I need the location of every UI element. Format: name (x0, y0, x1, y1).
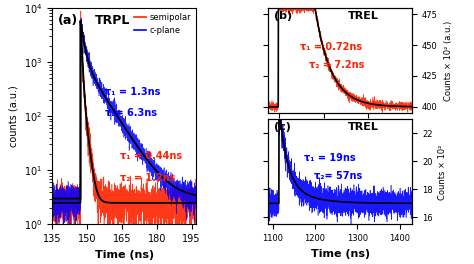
Text: TREL: TREL (347, 11, 378, 21)
Y-axis label: Counts × 10²: Counts × 10² (438, 144, 447, 200)
Text: TREL: TREL (347, 122, 378, 133)
X-axis label: Time (ns): Time (ns) (95, 250, 154, 260)
Text: (a): (a) (58, 15, 78, 27)
X-axis label: Time (ns): Time (ns) (311, 249, 370, 259)
Text: τ₂ = 1.2ns: τ₂ = 1.2ns (120, 173, 175, 183)
Text: τ₂= 6.3ns: τ₂= 6.3ns (105, 108, 157, 118)
Text: τ₁ = 19ns: τ₁ = 19ns (304, 153, 356, 163)
Text: τ₁ = 0.72ns: τ₁ = 0.72ns (300, 42, 362, 52)
Text: τ₂ = 7.2ns: τ₂ = 7.2ns (309, 60, 364, 70)
Text: τ₁ = 1.3ns: τ₁ = 1.3ns (105, 87, 161, 97)
Text: (b): (b) (274, 11, 292, 21)
Y-axis label: Counts × 10² (a.u.): Counts × 10² (a.u.) (444, 20, 453, 101)
Legend: semipolar, c-plane: semipolar, c-plane (133, 12, 192, 36)
Text: τ₁ = 0.44ns: τ₁ = 0.44ns (120, 152, 182, 162)
Text: (c): (c) (274, 122, 291, 133)
Y-axis label: counts (a.u.): counts (a.u.) (9, 85, 18, 147)
Text: τ₂= 57ns: τ₂= 57ns (314, 171, 363, 181)
Text: TRPL: TRPL (95, 15, 131, 27)
